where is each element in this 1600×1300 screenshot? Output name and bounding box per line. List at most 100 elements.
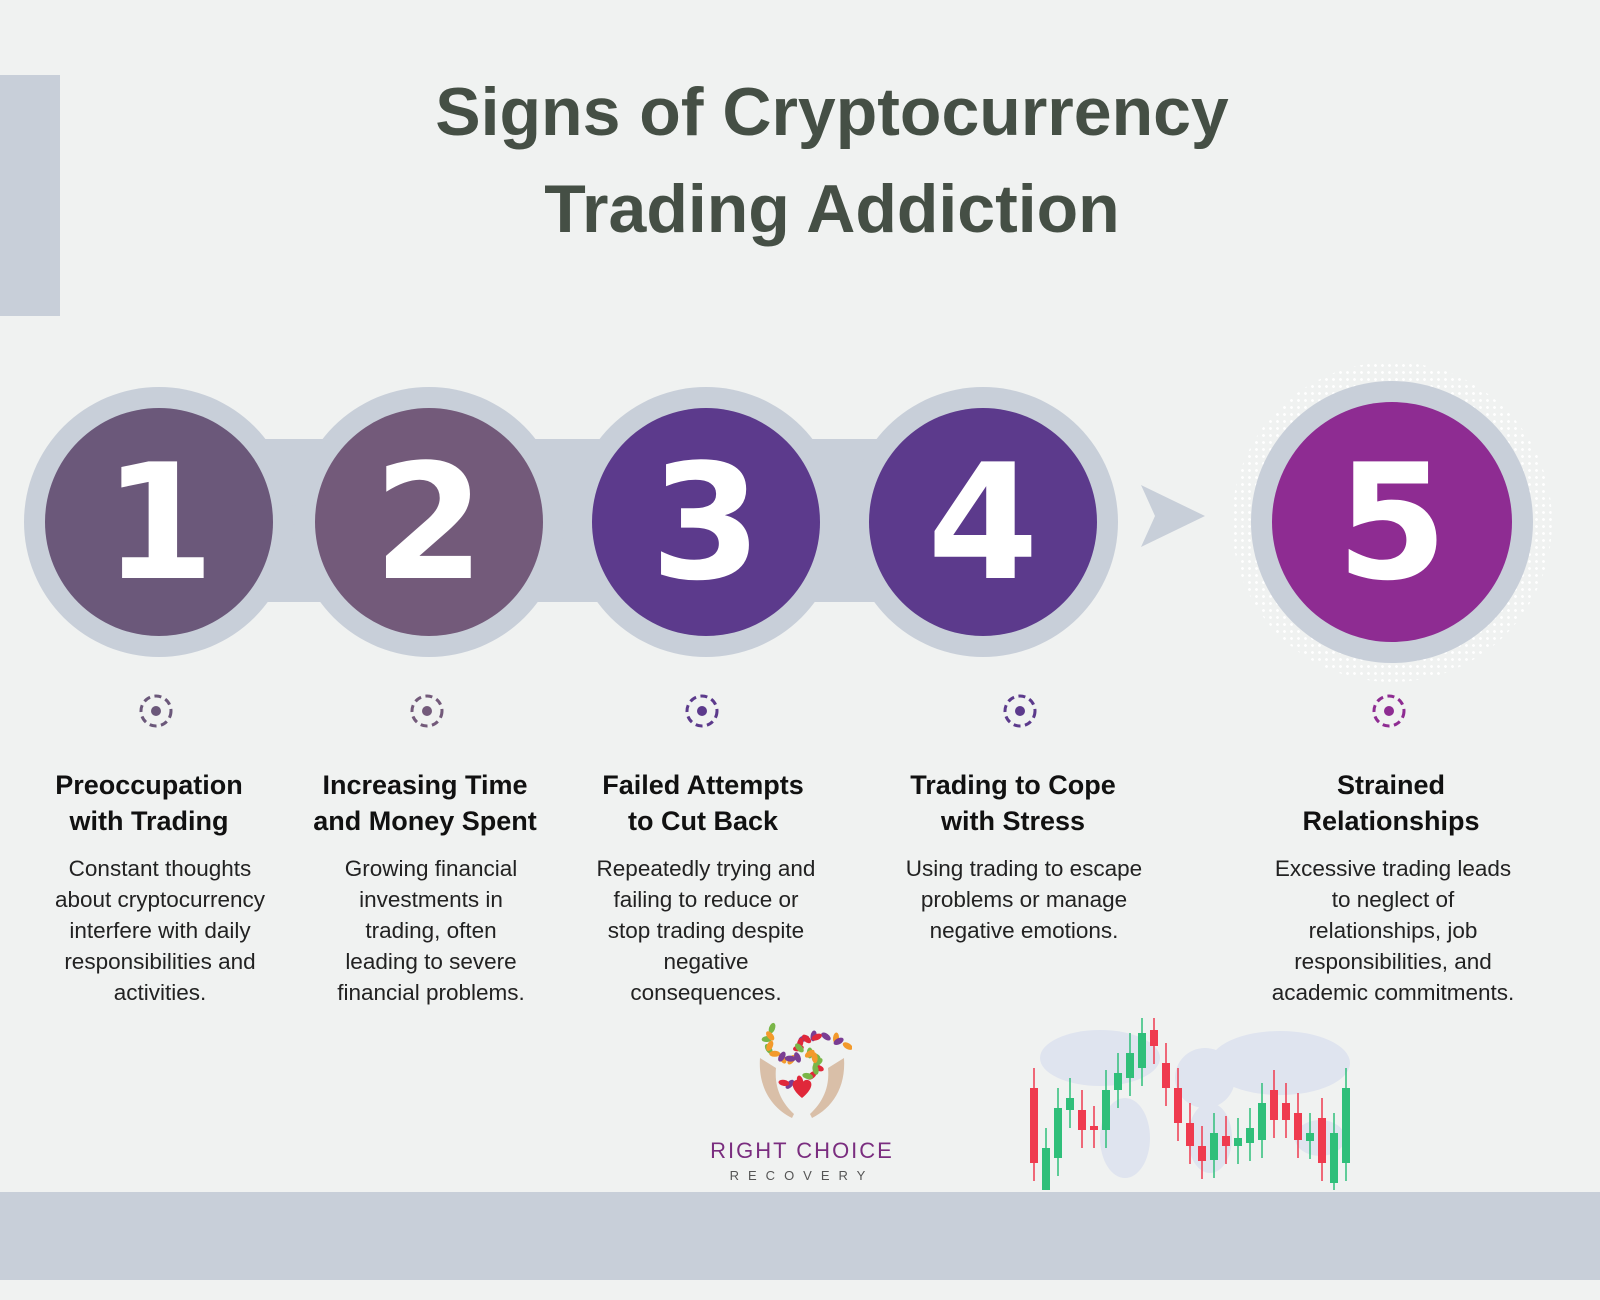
description-line: leading to severe [345, 949, 517, 974]
candle-body [1246, 1128, 1254, 1143]
description-line: failing to reduce or [613, 887, 799, 912]
logo-leaf [769, 1050, 781, 1057]
description-line: academic commitments. [1271, 980, 1515, 1005]
logo-leaf [794, 1052, 801, 1063]
step-number: 2 [373, 428, 485, 616]
logo-leaf [811, 1033, 822, 1041]
step-number: 3 [650, 428, 762, 616]
page-title-line-2: Trading Addiction [544, 171, 1120, 247]
candle-body [1258, 1103, 1266, 1140]
step-description: Excessive trading leads to neglect of rela… [1243, 853, 1543, 1008]
candle-body [1150, 1030, 1158, 1046]
target-dot-icon [685, 694, 719, 728]
candle-body [1090, 1126, 1098, 1130]
candlestick-world-map-icon [1030, 1018, 1350, 1190]
step-heading-line: Increasing Time [322, 770, 528, 800]
candle-body [1126, 1053, 1134, 1078]
step-description: Repeatedly trying and failing to reduce o… [556, 853, 856, 1008]
step-heading: Preoccupation with Trading [0, 767, 309, 839]
step-heading-line: Preoccupation [55, 770, 243, 800]
candle-body [1138, 1033, 1146, 1068]
logo-leaf [801, 1034, 812, 1044]
step-number: 4 [927, 428, 1039, 616]
logo-leaf [811, 1052, 818, 1064]
candle-body [1342, 1088, 1350, 1163]
description-line: responsibilities and [64, 949, 256, 974]
page-title-line-1: Signs of Cryptocurrency [435, 74, 1229, 150]
step-heading-line: Strained [1336, 770, 1446, 800]
step-number-circle: 3 [592, 408, 820, 636]
candle-body [1114, 1073, 1122, 1090]
target-dot-icon [1372, 694, 1406, 728]
step-description: Growing financial investments in trading, … [281, 853, 581, 1008]
candle-body [1330, 1133, 1338, 1183]
description-line: Using trading to escape [905, 856, 1143, 881]
step-heading: Strained Relationships [1231, 767, 1551, 839]
step-number-circle: 4 [869, 408, 1097, 636]
logo-tagline: RECOVERY [729, 1168, 875, 1183]
candle-body [1234, 1138, 1242, 1146]
logo-leaf [821, 1032, 831, 1041]
logo-leaf [802, 1072, 814, 1080]
step-number-circle: 2 [315, 408, 543, 636]
step-heading-line: Trading to Cope [910, 770, 1116, 800]
step-heading-line: to Cut Back [627, 806, 779, 836]
description-line: investments in [359, 887, 503, 912]
candle-body [1270, 1090, 1278, 1120]
description-line: stop trading despite [607, 918, 805, 943]
logo-leaf [768, 1022, 776, 1034]
step-number: 1 [103, 428, 215, 616]
step-heading-line: with Stress [940, 806, 1086, 836]
step-description: Using trading to escape problems or manag… [874, 853, 1174, 946]
candle-body [1186, 1123, 1194, 1146]
step-heading-line: Relationships [1302, 806, 1480, 836]
logo-leaf [785, 1079, 795, 1089]
logo-leaf [778, 1079, 790, 1086]
target-dot-icon [410, 694, 444, 728]
target-dot-icon [1003, 694, 1037, 728]
footer-band [0, 1192, 1600, 1280]
description-line: Growing financial [344, 856, 518, 881]
description-line: responsibilities, and [1294, 949, 1492, 974]
step-description: Constant thoughts about cryptocurrency int… [10, 853, 310, 1008]
description-line: negative [663, 949, 749, 974]
candle-body [1294, 1113, 1302, 1140]
description-line: problems or manage [920, 887, 1128, 912]
description-line: activities. [113, 980, 207, 1005]
candle-body [1066, 1098, 1074, 1110]
candle-body [1102, 1090, 1110, 1130]
logo-leaf [766, 1040, 774, 1052]
description-line: trading, often [365, 918, 497, 943]
candle-body [1282, 1103, 1290, 1120]
description-line: to neglect of [1331, 887, 1455, 912]
candle-body [1222, 1136, 1230, 1146]
step-heading-line: with Trading [69, 806, 229, 836]
step-number-circle: 1 [45, 408, 273, 636]
candle-body [1078, 1110, 1086, 1130]
description-line: Repeatedly trying and [596, 856, 816, 881]
logo-leaf [794, 1043, 804, 1053]
step-number: 5 [1336, 428, 1448, 616]
candle-body [1030, 1088, 1038, 1163]
step-number-circle: 5 [1272, 402, 1512, 642]
logo-name: RIGHT CHOICE [710, 1138, 894, 1163]
candle-body [1198, 1146, 1206, 1161]
step-heading-line: and Money Spent [313, 806, 537, 836]
candle-body [1054, 1108, 1062, 1158]
description-line: about cryptocurrency [54, 887, 266, 912]
target-dot-icon [139, 694, 173, 728]
description-line: consequences. [630, 980, 782, 1005]
description-line: Constant thoughts [68, 856, 252, 881]
logo-leaf [812, 1063, 819, 1075]
logo-leaf [778, 1051, 786, 1062]
step-heading: Failed Attempts to Cut Back [543, 767, 863, 839]
step-heading: Increasing Time and Money Spent [265, 767, 585, 839]
candle-body [1306, 1133, 1314, 1141]
step-heading: Trading to Cope with Stress [853, 767, 1173, 839]
logo-leaf [804, 1049, 815, 1058]
candle-body [1042, 1148, 1050, 1190]
description-line: negative emotions. [929, 918, 1119, 943]
tree-hands-heart-logo-icon [759, 1022, 852, 1118]
decorative-side-bar [0, 75, 60, 316]
description-line: Excessive trading leads [1274, 856, 1512, 881]
